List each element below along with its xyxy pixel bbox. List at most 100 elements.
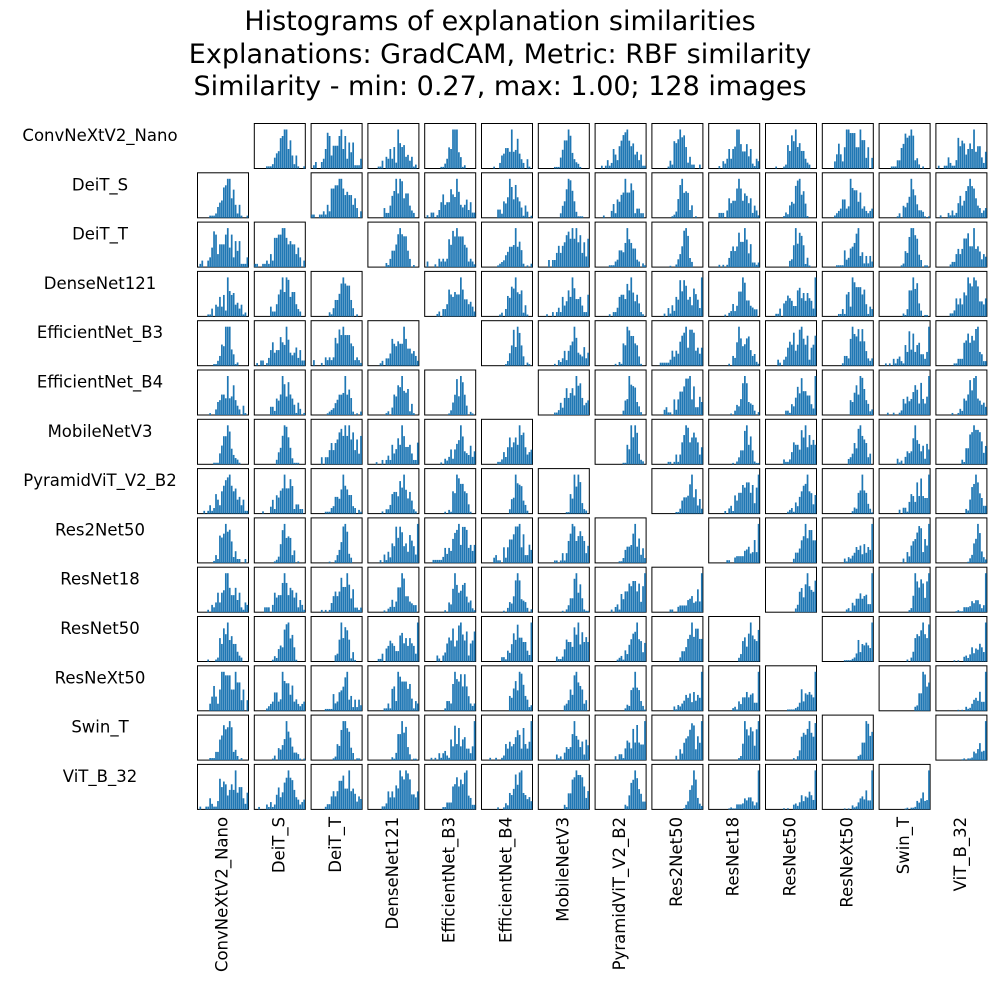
histogram-bar (685, 147, 687, 169)
histogram-bar (579, 235, 582, 268)
histogram-bar (289, 447, 292, 465)
histogram-bar (724, 314, 727, 317)
histogram-bar (332, 596, 335, 613)
histogram-bar (291, 355, 294, 366)
histogram-bar (698, 803, 701, 810)
histogram-bar (982, 162, 985, 169)
histogram-bar (287, 770, 290, 810)
histogram-bar (291, 634, 294, 662)
histogram-bar (277, 787, 280, 810)
histogram-cell (481, 172, 533, 219)
histogram-bar (332, 357, 335, 366)
histogram-bar (967, 277, 969, 317)
histogram-bar (340, 283, 343, 317)
histogram-bar (285, 777, 288, 810)
histogram-bar (510, 345, 513, 366)
histogram-bar (324, 357, 327, 366)
histogram-bar (260, 360, 262, 366)
histogram-bar (271, 659, 274, 662)
histogram-bar (411, 603, 413, 613)
histogram-bar (215, 659, 217, 662)
histogram-bar (910, 228, 913, 268)
histogram-bar (557, 410, 560, 415)
histogram-bar (401, 573, 403, 613)
histogram-bar (407, 747, 409, 761)
histogram-bar (287, 536, 290, 563)
histogram-bar (338, 745, 341, 761)
histogram-bar (405, 489, 407, 514)
histogram-bar (524, 305, 527, 317)
histogram-bar (497, 209, 499, 218)
histogram-bar (223, 394, 225, 415)
histogram-bar (843, 147, 846, 169)
histogram-bar (520, 486, 523, 514)
histogram-bar (224, 675, 227, 711)
histogram-bar (350, 791, 353, 810)
histogram-bar (338, 293, 341, 317)
histogram-bar (804, 693, 807, 711)
histogram-bar (955, 212, 958, 218)
histogram-bar (612, 265, 615, 268)
histogram-bar (730, 251, 732, 268)
histogram-bar (949, 162, 952, 169)
histogram-bar (219, 505, 221, 514)
histogram-bar (916, 238, 919, 268)
histogram-bar (469, 445, 472, 465)
histogram-bar (567, 540, 570, 563)
histogram-bar (381, 160, 384, 169)
histogram-bar (863, 389, 866, 415)
histogram-bar (405, 446, 407, 465)
histogram-bar (514, 737, 517, 761)
histogram-bar (959, 358, 962, 366)
histogram-bar (328, 708, 331, 711)
histogram-bar (358, 509, 360, 514)
histogram-cell (821, 566, 874, 613)
histogram-bar (403, 779, 405, 810)
histogram-bar (871, 409, 874, 415)
histogram-bar (520, 345, 523, 366)
histogram-bar (982, 557, 985, 563)
histogram-bar (638, 538, 640, 563)
histogram-bar (689, 634, 691, 662)
histogram-bar (360, 211, 362, 218)
histogram-bar (757, 721, 760, 761)
histogram-bar (407, 645, 409, 662)
histogram-bar (916, 440, 919, 465)
histogram-bar (565, 235, 568, 268)
histogram-bar (910, 494, 913, 514)
histogram-bar (501, 155, 503, 169)
histogram-bar (689, 258, 691, 268)
histogram-bar (902, 263, 905, 268)
histogram-cell (310, 369, 363, 416)
histogram-bar (514, 149, 517, 169)
histogram-bar (352, 142, 355, 169)
histogram-bar (360, 158, 362, 169)
histogram-bar (610, 609, 613, 613)
histogram-cell (253, 418, 306, 465)
histogram-bar (949, 215, 952, 218)
histogram-bar (861, 644, 864, 662)
histogram-bar (871, 512, 874, 514)
histogram-bar (346, 489, 349, 514)
histogram-cell (935, 123, 988, 169)
histogram-bar (916, 482, 919, 514)
histogram-bar (961, 358, 964, 366)
histogram-bar (430, 212, 433, 218)
histogram-bar (334, 591, 337, 613)
histogram-bar (557, 245, 560, 268)
histogram-bar (837, 143, 840, 169)
histogram-bar (463, 526, 466, 563)
histogram-bar (981, 354, 983, 366)
histogram-bar (348, 731, 351, 761)
histogram-bar (981, 498, 983, 514)
histogram-bar (226, 376, 229, 415)
histogram-bar (904, 507, 907, 514)
histogram-bar (413, 351, 415, 366)
histogram-bar (383, 208, 386, 218)
histogram-bar (865, 721, 868, 761)
histogram-bar (982, 361, 985, 366)
histogram-bar (871, 309, 874, 317)
histogram-bar (575, 211, 578, 218)
histogram-bar (385, 803, 388, 810)
histogram-bar (896, 358, 899, 366)
